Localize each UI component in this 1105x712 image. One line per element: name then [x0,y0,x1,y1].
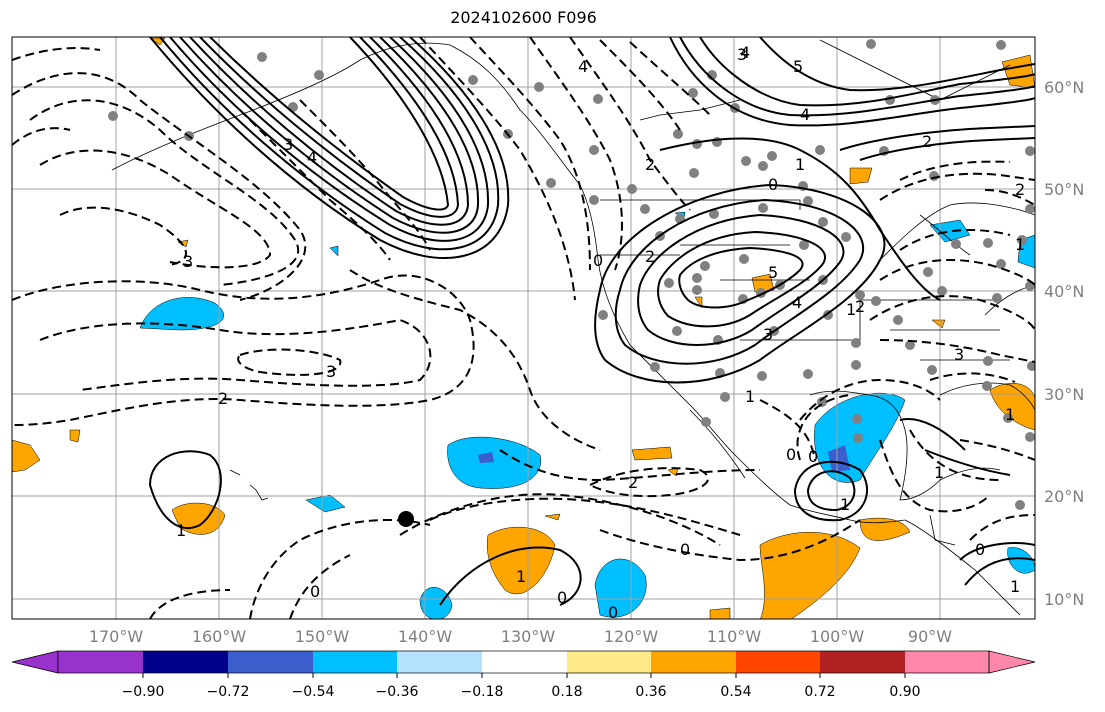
dashed-contours [12,37,1035,619]
contour-label: 0 [975,540,985,559]
contour-label: 4 [578,57,588,76]
lat-label: 30°N [1044,385,1084,404]
contour-label: 3 [326,362,336,381]
contour-label: 2 [645,155,655,174]
contour-label: 2 [645,247,655,266]
solid-contours [148,37,1035,606]
colorbar-tick: 0.90 [889,684,920,700]
contour-label: 1 [795,155,805,174]
latitude-labels: 60°N 50°N 40°N 30°N 20°N 10°N [1044,78,1084,609]
contour-label: 1 [1015,235,1025,254]
map-title: 2024102600 F096 [450,8,597,27]
colorbar-tick: −0.54 [292,684,335,700]
colorbar-tick: 0.54 [720,684,751,700]
lat-label: 10°N [1044,590,1084,609]
colorbar-tick: −0.18 [461,684,504,700]
contour-label: 4 [307,148,317,167]
contour-label: 4 [740,43,750,62]
graticule [12,37,1035,619]
colorbar-over-extend [988,650,1036,674]
lon-label: 130°W [501,627,556,646]
contour-label: 0 [808,447,818,466]
contour-label: 0 [768,175,778,194]
contour-label: 0 [593,251,603,270]
contour-label: 1 [1005,405,1015,424]
lat-label: 40°N [1044,282,1084,301]
contour-label: 2 [218,389,228,408]
contour-label: 0 [557,588,567,607]
lon-label: 160°W [192,627,247,646]
lon-label: 150°W [295,627,350,646]
contour-label: 1 [745,387,755,406]
longitude-labels: 170°W 160°W 150°W 140°W 130°W 120°W 110°… [89,627,952,646]
contour-label: 1 [176,521,186,540]
contour-label: 4 [800,105,810,124]
colorbar: −0.90 −0.72 −0.54 −0.36 −0.18 0.18 0.36 … [11,650,1036,700]
map-panel: 4 5 4 4 0 1 2 2 4 3 2 2 5 0 3 4 3 1 2 3 … [12,37,1035,622]
contour-label: 0 [310,582,320,601]
colorbar-tick: 0.36 [635,684,666,700]
lon-label: 120°W [604,627,659,646]
contour-label: 2 [628,473,638,492]
contour-label: 0 [608,603,618,622]
contour-label: 1 [934,463,944,482]
contour-label: 3 [283,135,293,154]
contour-label: 2 [1015,180,1025,199]
lon-label: 170°W [89,627,144,646]
contour-label: 0 [786,445,796,464]
contour-label: 2 [922,132,932,151]
contour-label: 0 [680,540,690,559]
observation-stations [108,39,1035,510]
contour-label: 4 [792,293,802,312]
purple-anomaly-regions [478,445,850,472]
contour-labels: 4 5 4 4 0 1 2 2 4 3 2 2 5 0 3 4 3 1 2 3 … [176,43,1025,622]
lat-label: 60°N [1044,78,1084,97]
colorbar-under-extend [11,650,59,674]
lon-label: 100°W [810,627,865,646]
contour-label: 1 [840,495,850,514]
colorbar-tick: 0.18 [551,684,582,700]
contour-label: 3 [763,325,773,344]
lat-label: 20°N [1044,487,1084,506]
lon-label: 90°W [908,627,952,646]
contour-label: 3 [737,45,747,64]
contour-label: 5 [793,57,803,76]
colorbar-tick: −0.36 [376,684,419,700]
map-frame [11,36,1036,620]
highlighted-station [398,511,414,527]
contour-label: 3 [183,252,193,271]
contour-label: 1 [516,567,526,586]
contour-label: 1 [1010,577,1020,596]
contour-label: 1 [846,300,856,319]
lon-label: 110°W [707,627,762,646]
colorbar-tick: −0.72 [207,684,250,700]
colorbar-tick: 0.72 [804,684,835,700]
contour-label: 3 [954,345,964,364]
contour-label: 2 [855,297,865,316]
contour-label: 5 [768,263,778,282]
lat-label: 50°N [1044,180,1084,199]
lon-label: 140°W [398,627,453,646]
colorbar-tick: −0.90 [122,684,165,700]
